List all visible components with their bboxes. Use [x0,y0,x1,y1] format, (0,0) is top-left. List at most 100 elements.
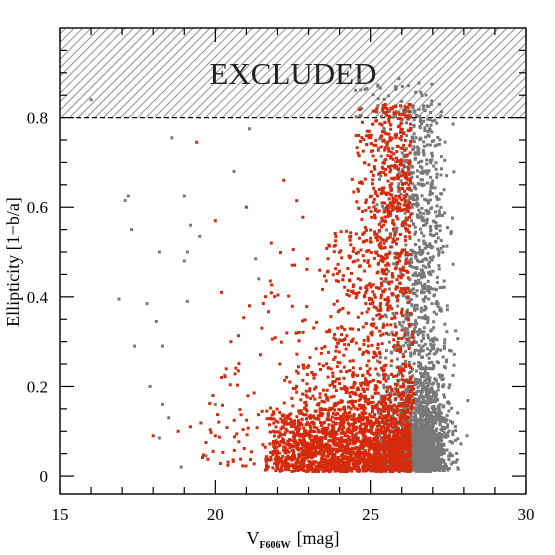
data-point [415,303,419,307]
data-point [315,320,319,324]
data-point [422,224,425,227]
data-point [402,163,405,167]
data-point [382,409,386,413]
data-point [364,411,368,415]
data-point [417,329,421,333]
data-point [337,407,341,411]
data-point [445,244,449,248]
data-point [364,423,368,426]
data-point [429,229,433,233]
data-point [379,293,383,297]
data-point [343,285,347,289]
data-point [364,285,368,289]
data-point [408,263,412,267]
data-point [403,189,407,193]
data-point [420,449,424,453]
data-point [437,450,441,454]
data-point [403,332,407,336]
data-point [422,290,426,294]
data-point [382,171,386,174]
data-point [403,459,407,462]
data-point [427,414,431,418]
data-point [376,210,379,214]
data-point [409,402,413,405]
data-point [413,308,417,312]
data-point [264,457,268,461]
data-point [386,261,390,265]
data-point [321,460,325,464]
data-point [416,455,420,459]
data-point [270,413,274,417]
data-point [350,271,353,275]
data-point [308,389,311,393]
data-point [428,390,432,394]
data-point [388,385,392,389]
data-point [380,281,383,285]
data-point [371,324,375,328]
data-point [371,378,375,382]
data-point [408,278,412,282]
data-point [412,336,416,340]
data-point [352,423,355,427]
data-point [432,459,436,463]
data-point [392,411,396,414]
data-point [412,340,416,344]
data-point [342,426,346,430]
data-point [402,429,406,433]
data-point [422,119,426,123]
data-point [419,309,423,313]
data-point [284,427,288,431]
data-point [416,457,419,461]
data-point [301,465,305,469]
data-point [248,127,251,131]
data-point [439,458,443,462]
data-point [431,340,435,344]
data-point [382,414,386,418]
data-point [408,423,412,427]
data-point [415,378,419,382]
data-point [408,215,411,219]
data-point [424,459,428,463]
data-point [399,163,403,167]
data-point [399,192,403,196]
data-point [449,232,453,235]
data-point [422,451,425,455]
data-point [308,450,312,454]
data-point [355,388,359,392]
data-point [419,430,423,434]
data-point [421,316,425,320]
data-point [390,182,394,186]
data-point [161,344,164,348]
data-point [394,333,398,337]
data-point [407,166,411,170]
data-point [387,397,391,400]
data-point [438,468,442,472]
data-point [408,435,412,439]
data-point [429,244,433,248]
data-point [421,216,425,220]
data-point [284,446,288,450]
data-point [435,232,439,236]
data-point [422,330,426,334]
data-point [381,421,385,424]
data-point [448,440,452,443]
data-point [308,356,312,360]
data-point [336,429,340,432]
data-point [447,467,451,470]
data-point [269,458,273,462]
data-point [364,208,368,212]
data-point [454,329,458,333]
data-point [374,158,378,162]
data-point [291,450,295,454]
data-point [356,439,360,443]
data-point [363,225,367,229]
data-point [412,441,416,445]
data-point [394,325,398,329]
data-point [419,405,422,409]
data-point [442,393,446,397]
data-point [398,202,402,206]
data-point [428,233,432,236]
data-point [366,387,369,391]
data-point [304,469,308,473]
data-point [369,240,373,244]
